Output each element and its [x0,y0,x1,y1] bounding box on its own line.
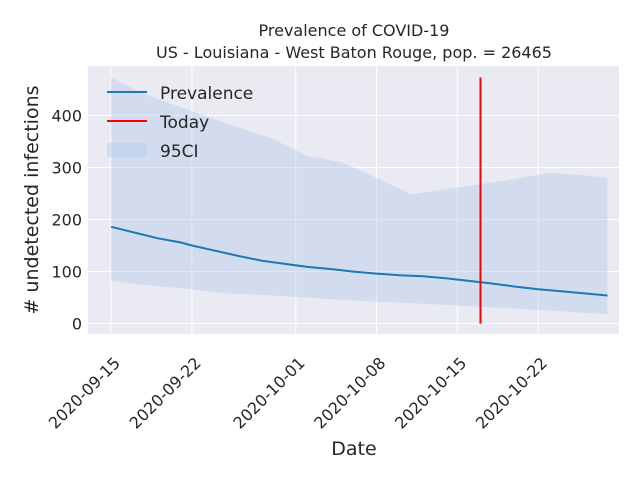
x-tick-labels: 2020-09-15 2020-09-22 2020-10-01 2020-10-08… [45,353,551,432]
x-tick-label: 2020-10-22 [472,353,551,432]
legend-swatch-95ci [107,143,147,157]
x-tick-label: 2020-09-15 [45,353,124,432]
y-tick-label: 100 [51,263,82,282]
y-tick-label: 300 [51,158,82,177]
legend-label-today: Today [159,113,209,133]
x-tick-label: 2020-10-08 [310,353,389,432]
x-axis-label: Date [331,438,376,460]
y-axis-label: # undetected infections [21,85,43,314]
x-tick-label: 2020-10-01 [229,353,308,432]
series-lines [110,77,608,324]
y-tick-label: 200 [51,211,82,230]
x-tick-label: 2020-09-22 [126,353,205,432]
legend: Prevalence Today 95CI [107,84,253,162]
y-tick-label: 0 [72,315,82,334]
legend-label-95ci: 95CI [160,142,199,162]
prevalence-line [110,225,608,297]
legend-label-prevalence: Prevalence [160,84,253,104]
chart-subtitle: US - Louisiana - West Baton Rouge, pop. … [156,43,552,62]
y-tick-label: 400 [51,106,82,125]
chart-title: Prevalence of COVID-19 [259,21,450,40]
y-tick-labels: 0 100 200 300 400 [51,106,82,333]
x-tick-label: 2020-10-15 [391,353,470,432]
